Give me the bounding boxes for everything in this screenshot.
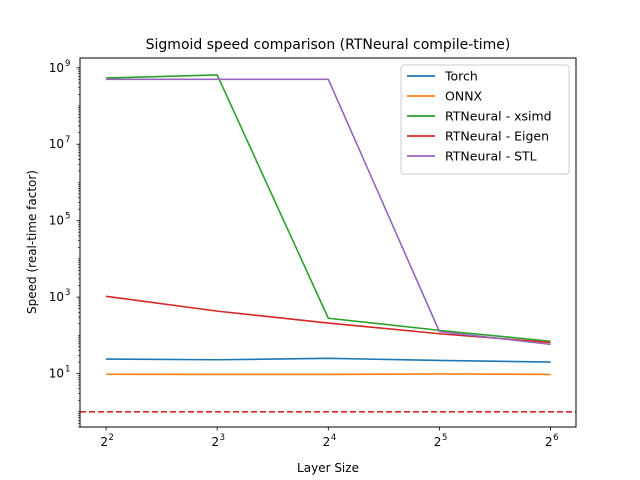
x-tick-exponent: 4 — [331, 433, 336, 443]
x-tick-exponent: 5 — [442, 433, 447, 443]
x-tick-label: 2 — [100, 435, 108, 449]
y-tick-label: 10 — [49, 137, 64, 151]
legend-label: RTNeural - Eigen — [445, 129, 549, 144]
series-line-1 — [106, 373, 551, 376]
x-tick-exponent: 2 — [109, 433, 114, 443]
x-tick-label: 2 — [212, 435, 220, 449]
y-tick-exponent: 5 — [65, 212, 70, 222]
series-line-4 — [106, 78, 551, 346]
y-tick-label: 10 — [49, 214, 64, 228]
y-tick-label: 10 — [49, 61, 64, 75]
x-tick-label: 2 — [545, 435, 553, 449]
chart-title: Sigmoid speed comparison (RTNeural compi… — [146, 37, 511, 53]
legend-box — [400, 64, 570, 175]
y-tick-exponent: 1 — [65, 365, 70, 375]
y-tick-label: 10 — [49, 367, 64, 381]
series-line-2 — [106, 74, 551, 343]
legend-label: Torch — [444, 69, 478, 84]
x-tick-label: 2 — [434, 435, 442, 449]
legend: Torch ONNX RTNeural - xsimd RTNeural - Eige… — [400, 64, 570, 175]
x-tick-label: 2 — [323, 435, 331, 449]
x-tick-exponent: 3 — [220, 433, 225, 443]
legend-label: RTNeural - xsimd — [445, 109, 552, 124]
y-tick-exponent: 9 — [65, 59, 70, 69]
y-tick-exponent: 7 — [65, 135, 70, 145]
axes: 10 110 310 510 710 92 2 2 3 2 4 2 5 2 6 — [49, 59, 559, 449]
series-line-0 — [106, 357, 551, 363]
legend-label: ONNX — [445, 89, 483, 104]
y-tick-exponent: 3 — [65, 288, 70, 298]
y-axis-label: Speed (real-time factor) — [25, 170, 39, 314]
x-tick-exponent: 6 — [553, 433, 558, 443]
plot-area — [80, 74, 576, 413]
x-axis-label: Layer Size — [297, 461, 359, 475]
y-tick-label: 10 — [49, 290, 64, 304]
legend-label: RTNeural - STL — [445, 149, 537, 164]
